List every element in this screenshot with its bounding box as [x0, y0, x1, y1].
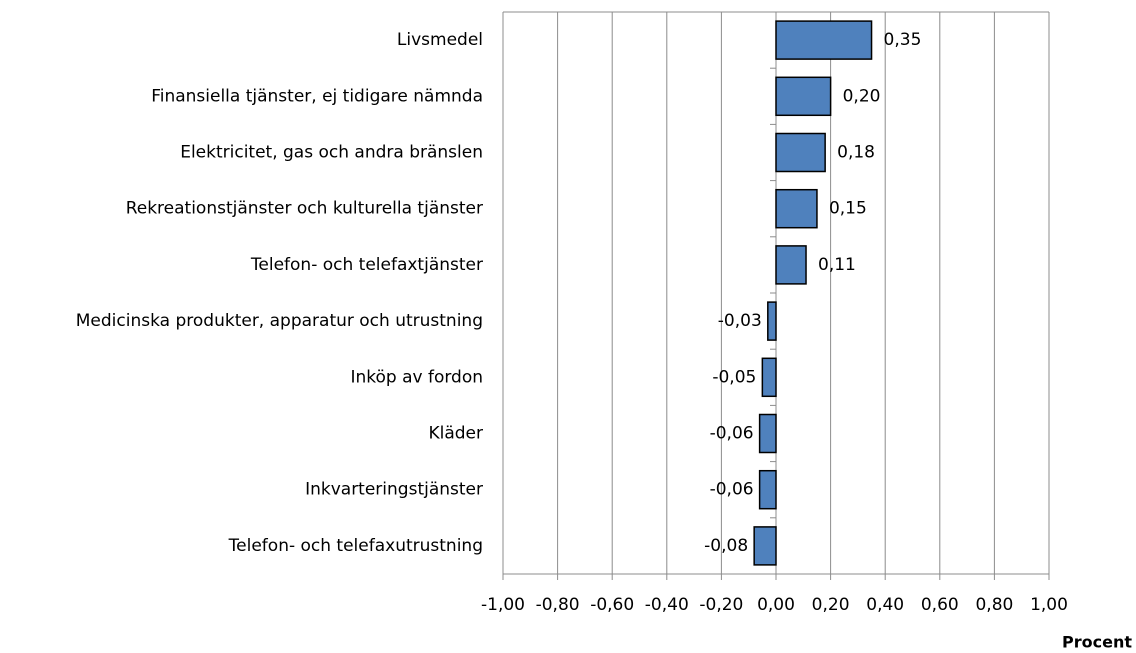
- x-tick-label: -0,20: [699, 595, 743, 615]
- x-tick-label: -0,80: [536, 595, 580, 615]
- y-tick-label: Kläder: [428, 424, 483, 444]
- y-tick-label: Inköp av fordon: [350, 367, 483, 387]
- x-tick-label: 0,00: [757, 595, 795, 615]
- y-tick-label: Inkvarteringstjänster: [305, 480, 483, 500]
- value-label: -0,06: [710, 480, 754, 500]
- bar: [758, 413, 777, 454]
- value-label: 0,15: [829, 199, 867, 219]
- x-tick-label: 0,40: [866, 595, 904, 615]
- bar: [775, 20, 873, 60]
- value-label: 0,35: [884, 30, 922, 50]
- bar: [775, 245, 807, 285]
- bar: [761, 357, 777, 398]
- x-tick-label: -1,00: [481, 595, 525, 615]
- y-tick-label: Telefon- och telefaxtjänster: [250, 255, 483, 275]
- value-label: -0,08: [704, 536, 748, 556]
- x-tick-label: -0,40: [645, 595, 689, 615]
- value-label: 0,20: [843, 86, 881, 106]
- x-tick-label: 0,20: [812, 595, 850, 615]
- bar: [775, 132, 826, 173]
- x-tick-label: 0,80: [975, 595, 1013, 615]
- y-tick-label: Elektricitet, gas och andra bränslen: [180, 143, 483, 163]
- value-label: 0,11: [818, 255, 856, 275]
- value-label: -0,05: [712, 367, 756, 387]
- bar: [775, 76, 832, 117]
- y-tick-label: Rekreationstjänster och kulturella tjäns…: [126, 199, 483, 219]
- bar: [753, 526, 777, 566]
- value-label: -0,03: [718, 311, 762, 331]
- x-tick-label: 0,60: [921, 595, 959, 615]
- x-axis-label: Procent: [1062, 633, 1132, 652]
- y-tick-label: Telefon- och telefaxutrustning: [228, 536, 483, 556]
- bar: [775, 188, 818, 229]
- value-label: 0,18: [837, 143, 875, 163]
- y-tick-label: Livsmedel: [397, 30, 483, 50]
- bar: [758, 469, 777, 510]
- value-label: -0,06: [710, 424, 754, 444]
- bar: [767, 301, 777, 341]
- x-tick-label: 1,00: [1030, 595, 1068, 615]
- x-tick-label: -0,60: [590, 595, 634, 615]
- y-tick-label: Medicinska produkter, apparatur och utru…: [76, 311, 483, 331]
- y-tick-label: Finansiella tjänster, ej tidigare nämnda: [151, 86, 483, 106]
